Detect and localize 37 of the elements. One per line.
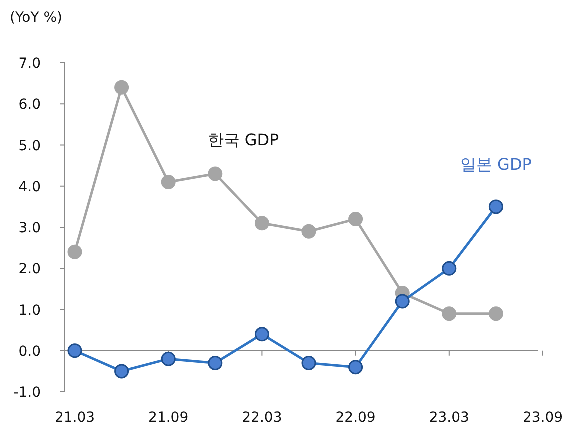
point <box>114 364 130 379</box>
point <box>442 306 457 322</box>
x-tick-label: 22.03 <box>242 410 282 426</box>
y-tick-label: 2.0 <box>18 262 41 278</box>
y-tick-label: 3.0 <box>18 220 41 236</box>
point <box>395 294 410 309</box>
x-tick-label: 21.09 <box>148 410 189 426</box>
point <box>68 344 82 358</box>
y-tick-label: 1.0 <box>18 302 41 319</box>
point <box>254 216 270 231</box>
x-tick-label: 23.03 <box>429 410 470 426</box>
point <box>68 244 82 260</box>
point <box>488 200 504 214</box>
point <box>348 212 364 227</box>
y-tick-label: 0.0 <box>18 344 41 360</box>
x-tick-label: 21.03 <box>54 410 96 426</box>
point <box>161 175 176 190</box>
y-tick-label: 7.0 <box>18 56 41 72</box>
text: 일본 GDP <box>460 154 532 174</box>
x-tick-label: 22.09 <box>336 410 376 426</box>
point <box>208 166 223 182</box>
point <box>114 80 130 95</box>
point <box>488 306 504 322</box>
point <box>302 224 316 239</box>
point <box>302 356 316 370</box>
y-tick-label: 4.0 <box>18 179 41 196</box>
series-label: 한국 GDP <box>208 130 280 150</box>
y-tick-label: -1.0 <box>14 385 41 401</box>
point <box>442 261 457 276</box>
y-tick-label: 5.0 <box>18 138 41 154</box>
point <box>208 356 223 370</box>
x-tick-label: 23.09 <box>522 410 564 426</box>
point <box>254 327 270 342</box>
point <box>161 352 176 366</box>
y-tick-label: 6.0 <box>18 97 41 114</box>
point <box>348 360 364 375</box>
y-axis-title: (YoY %) <box>10 10 62 26</box>
